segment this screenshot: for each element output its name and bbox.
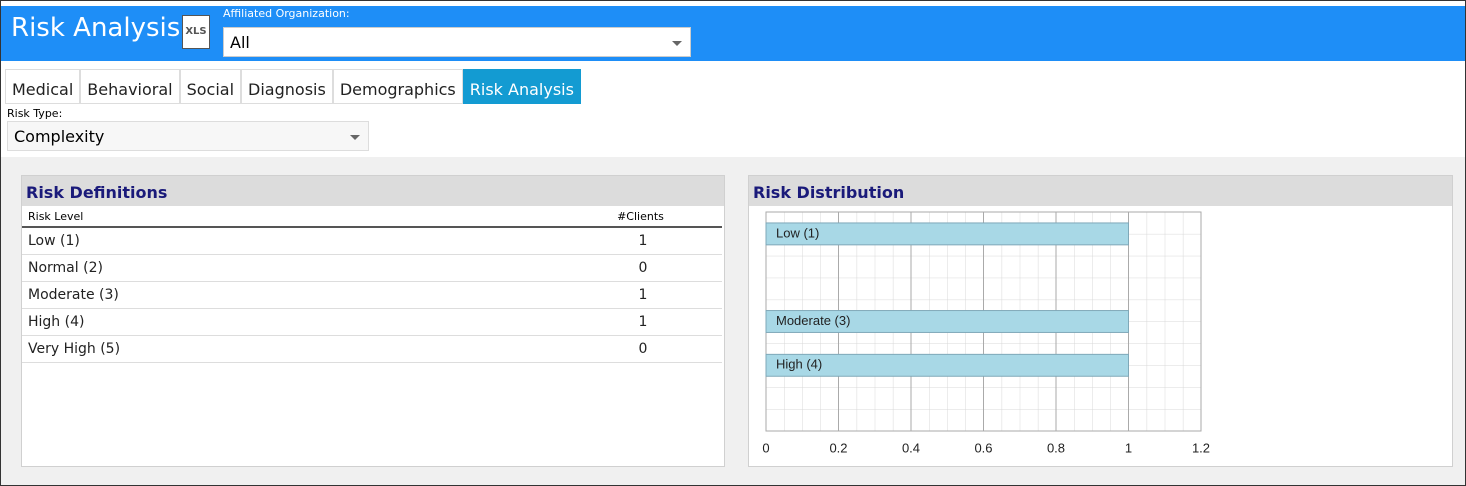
risk-level: Moderate (3) <box>22 281 597 309</box>
table-row: Normal (2) 0 <box>22 254 722 282</box>
x-tick-label: 1 <box>1125 440 1132 455</box>
risk-level: Normal (2) <box>22 254 597 282</box>
spacer <box>684 308 722 336</box>
spacer <box>684 206 722 227</box>
risk-level: Low (1) <box>22 227 597 255</box>
client-count: 1 <box>597 281 684 309</box>
x-tick-label: 0.8 <box>1047 440 1065 455</box>
tab[interactable]: Behavioral <box>80 69 180 104</box>
x-tick-label: 0.2 <box>829 440 847 455</box>
org-label: Affiliated Organization: <box>223 7 350 20</box>
tab[interactable]: Demographics <box>332 69 463 104</box>
table-row: Moderate (3) 1 <box>22 281 722 309</box>
x-tick-label: 0.6 <box>974 440 992 455</box>
x-tick-label: 0.4 <box>902 440 920 455</box>
table-row: Low (1) 1 <box>22 227 722 255</box>
panel-title: Risk Distribution <box>749 176 1452 206</box>
header-bar <box>1 6 1465 61</box>
export-xls[interactable]: XLS <box>182 15 210 49</box>
definitions-panel: Risk Definitions Risk Level #Clients Low… <box>21 175 725 467</box>
tab[interactable]: Diagnosis <box>241 69 333 104</box>
bar-label: Moderate (3) <box>776 313 850 328</box>
column-header: #Clients <box>617 209 664 223</box>
risk-type-label: Risk Type: <box>7 107 63 120</box>
bar <box>765 222 1129 246</box>
client-count: 0 <box>597 335 684 363</box>
risk-level: Very High (5) <box>22 335 597 363</box>
spacer <box>684 254 722 282</box>
client-count: 0 <box>597 254 684 282</box>
spacer <box>684 281 722 309</box>
tab[interactable]: Risk Analysis <box>462 69 581 104</box>
spacer <box>684 227 722 255</box>
org-select[interactable]: All <box>223 27 691 57</box>
definitions-table: Risk Level #Clients Low (1) 1 Normal (2) 0 M… <box>22 206 722 363</box>
tabs: Medical Behavioral Social Diagnosis Demograp… <box>5 69 581 104</box>
table-row: High (4) 1 <box>22 308 722 336</box>
client-count: 1 <box>597 227 684 255</box>
bar-label: Low (1) <box>776 225 819 240</box>
x-tick-label: 1.2 <box>1192 440 1210 455</box>
bar <box>765 353 1129 377</box>
page-title: Risk Analysis <box>11 13 181 43</box>
risk-type-select[interactable]: Complexity <box>7 121 369 151</box>
client-count: 1 <box>597 308 684 336</box>
column-header: Risk Level <box>28 209 84 223</box>
chart: 0 0.2 0.4 0.6 0.8 1 1.2 Low (1) Moderate (3) High… <box>762 211 1210 455</box>
bar-label: High (4) <box>776 357 822 372</box>
table-row: Very High (5) 0 <box>22 335 722 363</box>
panel-title: Risk Definitions <box>22 176 724 206</box>
risk-level: High (4) <box>22 308 597 336</box>
tab[interactable]: Social <box>179 69 242 104</box>
spacer <box>684 335 722 363</box>
bar <box>765 310 1129 333</box>
tab[interactable]: Medical <box>5 69 81 104</box>
x-tick-label: 0 <box>762 440 769 455</box>
